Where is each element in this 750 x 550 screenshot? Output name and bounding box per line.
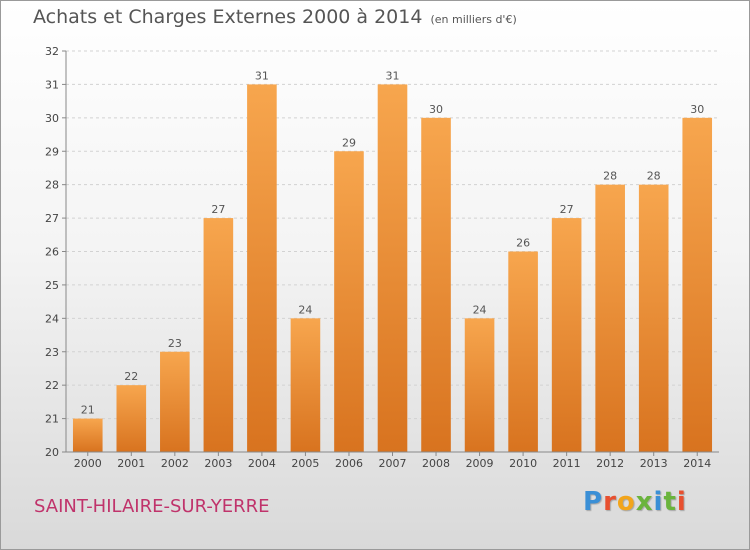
- x-tick-label-2003: 2003: [204, 457, 232, 470]
- bar-2009: [464, 318, 495, 452]
- y-tick-label: 27: [45, 212, 59, 225]
- x-tick-label-2013: 2013: [640, 457, 668, 470]
- chart-title: Achats et Charges Externes 2000 à 2014 (e…: [33, 6, 517, 28]
- x-tick-label-2002: 2002: [161, 457, 189, 470]
- y-tick-label: 21: [45, 413, 59, 426]
- logo-letter: t: [663, 487, 677, 517]
- bar-2012: [595, 184, 625, 452]
- logo-letter: i: [676, 487, 687, 517]
- x-tick-label-2006: 2006: [335, 457, 363, 470]
- bars: [72, 84, 713, 453]
- bar-2003: [203, 218, 234, 452]
- x-tick-label-2004: 2004: [248, 457, 276, 470]
- x-tick-label-2011: 2011: [553, 457, 581, 470]
- value-label-2011: 27: [560, 203, 574, 216]
- value-label-2013: 28: [647, 170, 661, 183]
- value-label-2010: 26: [516, 237, 530, 250]
- value-label-2012: 28: [603, 170, 617, 183]
- logo-letter: o: [616, 487, 636, 517]
- x-tick-label-2009: 2009: [466, 457, 494, 470]
- x-tick-label-2012: 2012: [596, 457, 624, 470]
- logo-letter: r: [603, 487, 617, 517]
- y-tick-label: 25: [45, 279, 59, 292]
- value-label-2008: 30: [429, 103, 443, 116]
- x-tick-label-2010: 2010: [509, 457, 537, 470]
- logo-letter: i: [653, 487, 664, 517]
- y-tick-label: 32: [45, 45, 59, 58]
- bar-2002: [160, 351, 190, 452]
- y-tick-label: 29: [45, 145, 59, 158]
- x-tick-label-2007: 2007: [379, 457, 407, 470]
- bar-2004: [247, 84, 277, 453]
- value-label-2000: 21: [81, 404, 95, 417]
- value-label-2003: 27: [211, 203, 225, 216]
- x-tick-label-2005: 2005: [291, 457, 319, 470]
- value-label-2005: 24: [298, 303, 312, 316]
- y-tick-label: 24: [45, 312, 59, 325]
- bar-2001: [116, 385, 147, 452]
- value-label-2007: 31: [386, 69, 400, 82]
- bar-2011: [551, 218, 582, 452]
- value-label-2004: 31: [255, 69, 269, 82]
- x-tick-label-2008: 2008: [422, 457, 450, 470]
- proxiti-logo: Proxiti: [583, 487, 687, 517]
- bar-2007: [377, 84, 408, 453]
- value-label-2009: 24: [473, 303, 487, 316]
- axes: 20 21 22 23 24 25 26 27 28 29 30 31 32 2000 2001 2002 20…: [45, 45, 719, 470]
- value-label-2001: 22: [124, 370, 138, 383]
- value-label-2006: 29: [342, 136, 356, 149]
- y-tick-label: 28: [45, 179, 59, 192]
- y-tick-label: 26: [45, 246, 59, 259]
- y-tick-label: 20: [45, 446, 59, 459]
- bar-2006: [334, 151, 364, 452]
- commune-name: SAINT-HILAIRE-SUR-YERRE: [34, 496, 270, 517]
- x-tick-label-2014: 2014: [683, 457, 711, 470]
- value-labels: 21 22 23 27 31 24 29 31 30 24 26 27 28 28 30: [81, 69, 704, 416]
- x-tick-label-2000: 2000: [74, 457, 102, 470]
- bar-2000: [72, 418, 103, 452]
- logo-letter: P: [583, 487, 604, 517]
- y-tick-label: 23: [45, 346, 59, 359]
- value-label-2002: 23: [168, 337, 182, 350]
- bar-2014: [682, 117, 713, 452]
- y-tick-label: 22: [45, 379, 59, 392]
- chart-title-text: Achats et Charges Externes 2000 à 2014: [33, 6, 423, 28]
- logo-letter: x: [635, 487, 654, 517]
- y-tick-label: 30: [45, 112, 59, 125]
- bar-2005: [290, 318, 321, 452]
- bar-2013: [638, 184, 669, 452]
- y-tick-label: 31: [45, 78, 59, 91]
- bar-2010: [508, 251, 538, 452]
- chart-unit: (en milliers d'€): [430, 13, 517, 26]
- x-tick-label-2001: 2001: [117, 457, 145, 470]
- value-label-2014: 30: [690, 103, 704, 116]
- bar-2008: [421, 117, 451, 452]
